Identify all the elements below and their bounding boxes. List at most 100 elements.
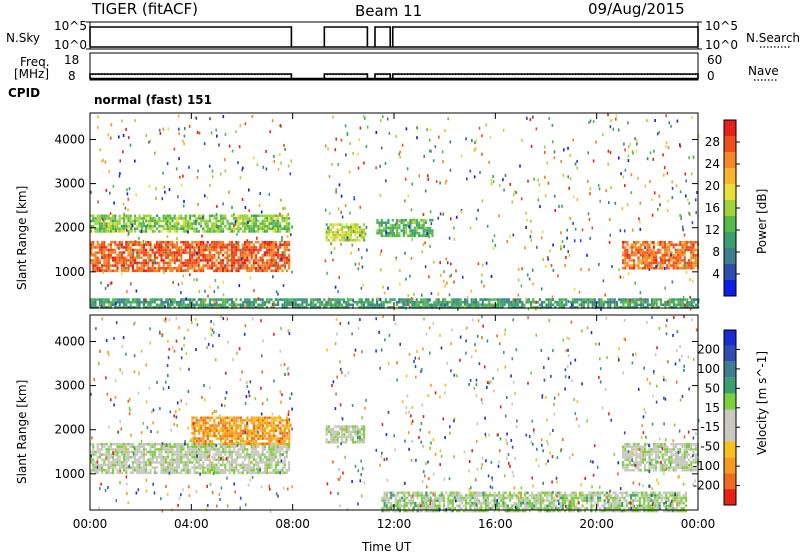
power-panel-cell-3 — [398, 234, 401, 238]
power-panel-scatter-point — [609, 125, 612, 129]
power-panel-scatter-point — [349, 142, 351, 146]
velocity-panel-cell-1 — [219, 439, 223, 443]
velocity-panel-cell-0 — [125, 471, 128, 475]
power-panel-cell-0 — [283, 253, 286, 257]
power-panel-cell-5 — [516, 298, 519, 301]
power-panel-cell-1 — [281, 214, 284, 218]
power-panel-cell-1 — [270, 222, 273, 225]
power-panel-cell-0 — [202, 266, 205, 270]
velocity-panel-cell-0 — [129, 445, 132, 449]
power-panel-cell-1 — [226, 222, 229, 225]
power-panel-cell-5 — [653, 300, 656, 304]
power-panel-cell-0 — [224, 256, 227, 260]
power-panel-cell-5 — [466, 306, 469, 309]
power-panel-cell-0 — [246, 266, 249, 270]
power-panel-cell-5 — [593, 303, 596, 307]
power-panel-cell-0 — [173, 243, 176, 247]
power-panel-scatter-point — [506, 240, 508, 243]
velocity-panel-cell-0 — [153, 450, 156, 454]
power-panel-cell-0 — [211, 261, 214, 265]
velocity-panel-cell-1 — [215, 426, 218, 430]
power-panel-cell-4 — [659, 266, 662, 270]
velocity-panel-cell-1 — [195, 437, 198, 440]
power-panel-scatter-point — [380, 268, 382, 272]
power-panel-cell-5 — [160, 303, 163, 307]
power-panel-scatter-point — [653, 149, 655, 153]
power-panel-cell-1 — [244, 217, 247, 220]
velocity-panel-cell-1 — [250, 416, 253, 420]
velocity-panel-cell-0 — [140, 450, 143, 454]
velocity-panel-cell-0 — [160, 450, 163, 454]
power-panel-cell-5 — [318, 298, 321, 301]
power-panel-cell-4 — [652, 253, 655, 257]
power-panel-cell-2 — [345, 238, 348, 242]
power-panel-scatter-point — [671, 196, 674, 200]
velocity-panel-cell-1 — [191, 419, 194, 422]
power-panel-scatter-point — [102, 218, 104, 222]
power-panel-scatter-point — [252, 251, 255, 255]
power-panel-cell-0 — [109, 269, 112, 273]
power-panel-cell-5 — [373, 306, 376, 309]
power-panel-cell-2 — [336, 223, 339, 226]
velocity-panel-cell-0 — [208, 461, 211, 464]
velocity-panel-cell-0 — [202, 453, 205, 456]
power-panel-scatter-point — [215, 128, 217, 132]
velocity-panel-cell-0 — [160, 466, 163, 469]
power-panel-cell-0 — [248, 248, 251, 252]
power-panel-cell-5 — [378, 298, 381, 301]
power-panel-cell-3 — [431, 234, 434, 238]
power-panel-cell-0 — [246, 269, 249, 273]
power-panel-cell-5 — [508, 300, 511, 304]
velocity-panel-cell-1 — [224, 437, 227, 440]
velocity-panel-cell-0 — [193, 458, 196, 462]
power-panel-cell-5 — [105, 300, 108, 304]
power-panel-cell-4 — [655, 266, 658, 270]
power-panel-scatter-point — [668, 121, 671, 125]
velocity-panel-cell-2 — [360, 438, 363, 441]
power-panel-cell-0 — [120, 266, 123, 270]
velocity-panel-cell-1 — [195, 429, 198, 433]
power-panel-scatter-point — [128, 249, 130, 253]
velocity-panel-cell-0 — [208, 458, 211, 462]
power-panel-cell-0 — [147, 253, 150, 257]
power-panel-cell-0 — [129, 256, 132, 260]
velocity-panel-cell-0 — [160, 455, 163, 459]
velocity-panel-cell-0 — [270, 471, 273, 475]
velocity-panel-cell-0 — [182, 461, 185, 464]
power-panel-cell-5 — [131, 300, 134, 304]
power-panel-cell-5 — [640, 303, 643, 307]
velocity-panel-cell-0 — [123, 442, 126, 446]
power-panel-cell-5 — [470, 298, 473, 301]
power-panel-cell-2 — [349, 228, 352, 232]
velocity-panel-cell-0 — [98, 450, 101, 454]
velocity-panel-cell-1 — [224, 426, 227, 430]
power-panel-cell-2 — [354, 238, 357, 242]
power-panel-scatter-point — [588, 268, 590, 272]
power-panel-cell-0 — [268, 261, 271, 265]
power-panel-cell-5 — [547, 300, 550, 304]
velocity-panel-cell-1 — [257, 421, 260, 425]
velocity-panel-cell-0 — [160, 448, 163, 451]
power-panel-cell-1 — [189, 219, 192, 223]
power-panel-cell-5 — [585, 298, 588, 301]
power-panel-scatter-point — [551, 123, 554, 127]
power-panel-cell-0 — [162, 253, 165, 257]
power-panel-cell-0 — [233, 253, 236, 257]
power-panel-scatter-point — [102, 270, 105, 274]
power-panel-cell-5 — [369, 303, 372, 307]
power-panel-cell-0 — [98, 248, 101, 252]
power-panel-cell-4 — [626, 264, 629, 267]
velocity-panel-cell-1 — [285, 419, 289, 422]
power-panel-cell-1 — [162, 217, 165, 220]
power-panel-cell-0 — [129, 261, 132, 265]
power-panel-scatter-point — [533, 177, 535, 181]
power-panel-scatter-point — [680, 217, 682, 221]
velocity-panel-cell-3 — [630, 445, 633, 449]
power-panel-cell-1 — [138, 224, 141, 228]
power-panel-cell-5 — [136, 298, 139, 301]
power-panel-cell-1 — [202, 214, 205, 218]
power-panel-scatter-point — [561, 204, 563, 208]
velocity-panel-cell-1 — [213, 419, 216, 422]
power-panel-cell-5 — [659, 298, 662, 301]
power-panel-scatter-point — [602, 133, 604, 137]
